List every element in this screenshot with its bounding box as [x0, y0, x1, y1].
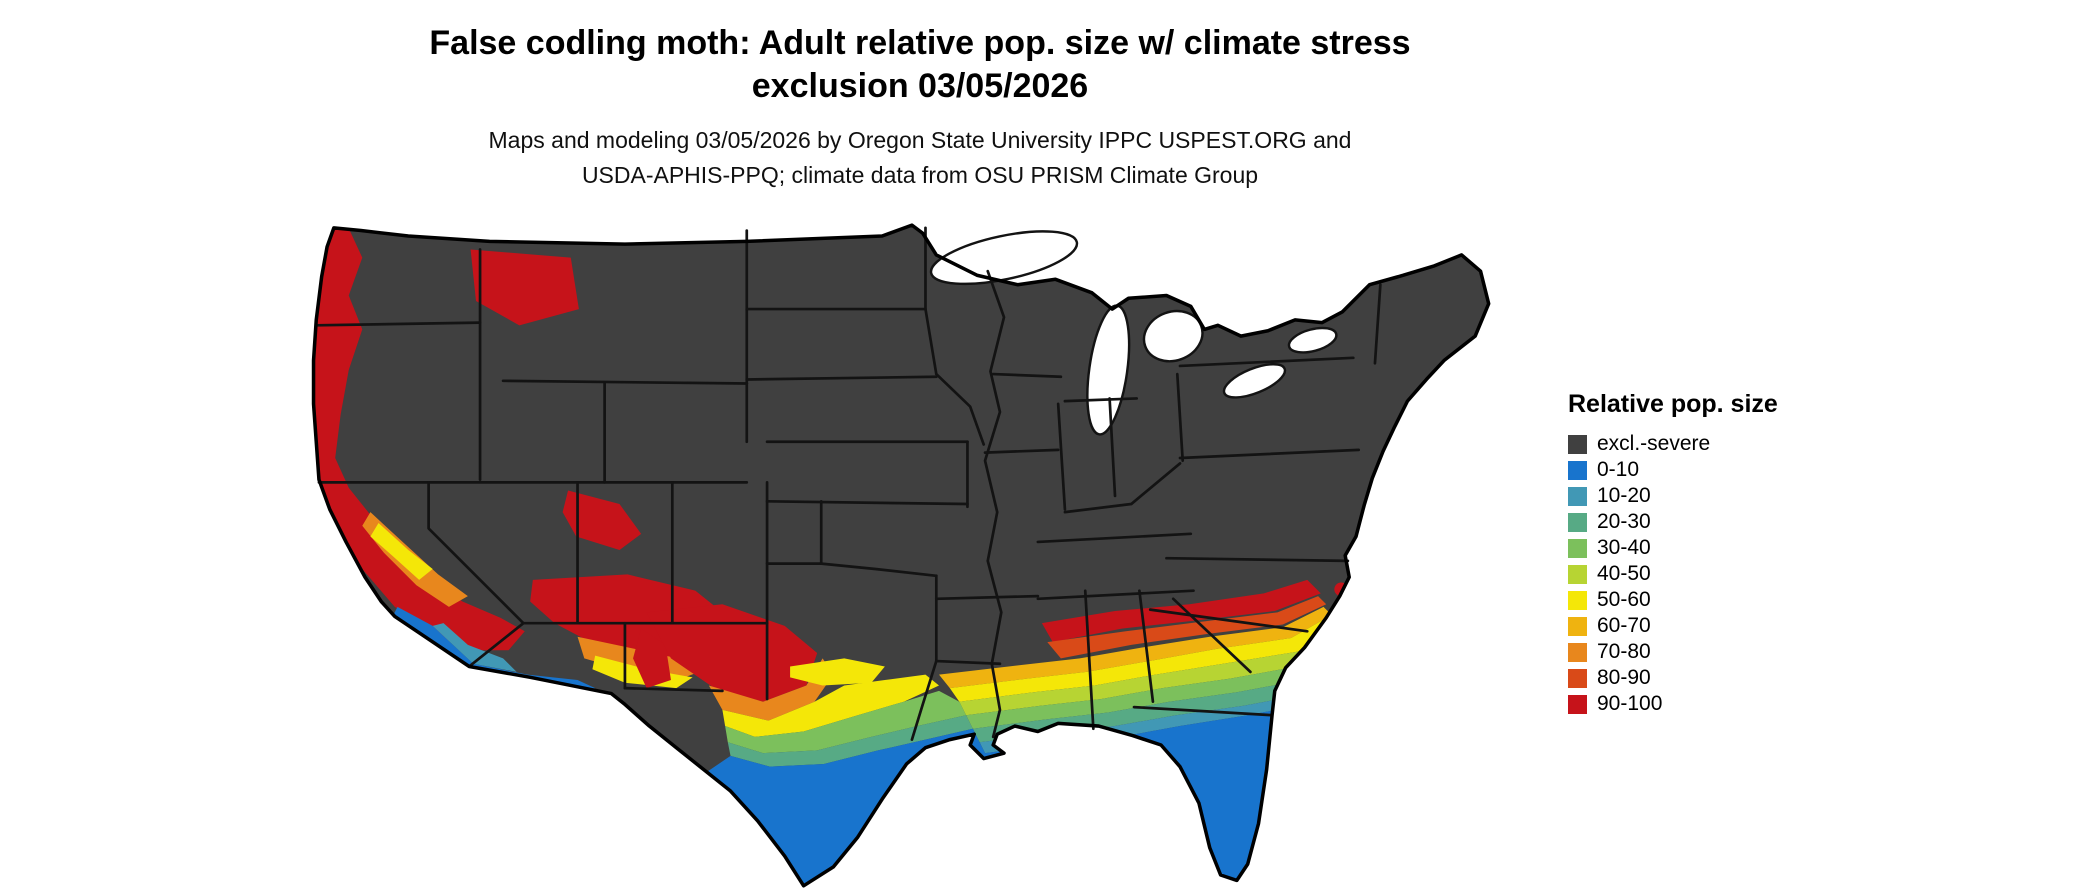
legend-swatch: [1568, 616, 1587, 636]
region-east-washington-90-100: [470, 249, 579, 326]
legend-label: 10-20: [1597, 484, 1651, 507]
region-socal-az-10-20: [432, 623, 517, 672]
map-title-line1: False codling moth: Adult relative pop. …: [429, 24, 1411, 62]
legend-label: 0-10: [1597, 458, 1640, 481]
legend-swatch: [1568, 590, 1587, 610]
region-texas-band-20-30: [727, 715, 973, 767]
map-title-line2: exclusion 03/05/2026: [751, 66, 1089, 105]
region-se-band-80-90: [1047, 596, 1327, 659]
map-fill-layer: [313, 225, 1489, 886]
region-gulf-band-30-40: [966, 634, 1351, 729]
region-texas-50-60-band: [722, 674, 940, 737]
region-gulf-band-50-60: [949, 615, 1340, 702]
region-west-texas-90-100: [646, 604, 818, 702]
legend-label: 70-80: [1597, 640, 1651, 663]
legend-label: 80-90: [1597, 666, 1651, 689]
legend: Relative pop. size excl.-severe 0-10 10-20…: [1568, 390, 1828, 717]
region-florida-tip-70-80: [1173, 868, 1182, 877]
map-subtitle-line2: USDA-APHIS-PPQ; climate data from OSU PR…: [581, 161, 1259, 188]
legend-item: 70-80: [1568, 639, 1828, 665]
region-gulf-band-40-50: [959, 624, 1346, 716]
legend-title: Relative pop. size: [1568, 390, 1778, 418]
legend-item: 10-20: [1568, 483, 1828, 509]
map-title: False codling moth: Adult relative pop. …: [0, 22, 1840, 107]
map-header: False codling moth: Adult relative pop. …: [0, 22, 1840, 192]
us-map-svg: [311, 223, 1491, 888]
lake-ontario: [1287, 326, 1338, 354]
legend-item: 80-90: [1568, 665, 1828, 691]
region-se-band-90-100: [1041, 579, 1321, 643]
legend-items: excl.-severe 0-10 10-20 20-30 30-40 40-50 50-6…: [1568, 431, 1828, 717]
legend-swatch: [1568, 564, 1587, 584]
region-florida-tip-50-60: [1163, 864, 1170, 870]
lake-erie: [1222, 363, 1287, 399]
region-texas-band-30-40: [725, 690, 967, 754]
state-borders: [314, 226, 1382, 741]
map-subtitle-line1: Maps and modeling 03/05/2026 by Oregon S…: [488, 127, 1352, 153]
legend-item: 60-70: [1568, 613, 1828, 639]
legend-label: 60-70: [1597, 614, 1651, 637]
us-population-map: [300, 200, 1532, 892]
legend-swatch: [1568, 694, 1587, 714]
legend-label: 90-100: [1597, 692, 1663, 715]
legend-item: 0-10: [1568, 457, 1828, 483]
region-gulf-band-20-30: [972, 644, 1356, 743]
legend-label: 50-60: [1597, 588, 1651, 611]
legend-label: excl.-severe: [1597, 432, 1711, 455]
us-outline: [311, 223, 1491, 888]
legend-swatch: [1568, 460, 1587, 480]
legend-item: 30-40: [1568, 535, 1828, 561]
legend-swatch: [1568, 486, 1587, 506]
legend-swatch: [1568, 434, 1587, 454]
legend-label: 40-50: [1597, 562, 1651, 585]
legend-swatch: [1568, 642, 1587, 662]
region-florida-tip-60-70: [1184, 874, 1192, 882]
legend-item: 90-100: [1568, 691, 1828, 717]
region-texas-50-60-blob: [790, 658, 885, 686]
legend-swatch: [1568, 538, 1587, 558]
legend-item: excl.-severe: [1568, 431, 1828, 457]
legend-item: 50-60: [1568, 587, 1828, 613]
region-west-texas-70-80: [708, 658, 834, 721]
region-nv-ut-90-100: [562, 490, 642, 551]
region-gulf-band-60-70: [939, 606, 1332, 689]
region-new-mexico-90-100: [633, 628, 671, 689]
legend-item: 40-50: [1568, 561, 1828, 587]
legend-swatch: [1568, 512, 1587, 532]
legend-label: 30-40: [1597, 536, 1651, 559]
legend-label: 20-30: [1597, 510, 1651, 533]
legend-item: 20-30: [1568, 509, 1828, 535]
map-subtitle: Maps and modeling 03/05/2026 by Oregon S…: [0, 123, 1840, 192]
region-central-valley-50-60: [370, 522, 433, 580]
region-west-coast-90-100: [313, 225, 525, 651]
legend-swatch: [1568, 668, 1587, 688]
